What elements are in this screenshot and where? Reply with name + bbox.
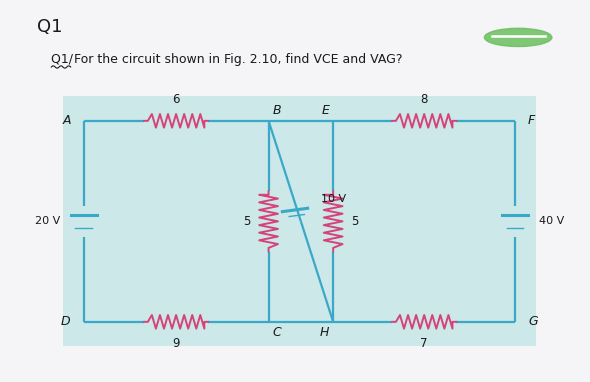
Text: B: B <box>273 104 281 117</box>
Bar <box>63 96 536 346</box>
Text: F: F <box>528 114 535 127</box>
Text: Q1/: Q1/ <box>51 53 77 66</box>
Text: 10 V: 10 V <box>322 194 346 204</box>
Text: A: A <box>62 114 71 127</box>
Text: E: E <box>322 104 329 117</box>
Text: C: C <box>273 326 281 339</box>
Text: 9: 9 <box>172 337 180 350</box>
Text: For the circuit shown in Fig. 2.10, find VCE and VAG?: For the circuit shown in Fig. 2.10, find… <box>74 53 402 66</box>
Text: 6: 6 <box>172 93 180 106</box>
Text: D: D <box>61 315 71 329</box>
Text: 7: 7 <box>421 337 428 350</box>
Ellipse shape <box>484 28 552 47</box>
Text: H: H <box>320 326 329 339</box>
Text: G: G <box>528 315 537 329</box>
Text: 8: 8 <box>421 93 428 106</box>
Text: 5: 5 <box>244 215 251 228</box>
Text: 20 V: 20 V <box>35 216 60 227</box>
Text: Q1: Q1 <box>37 18 62 36</box>
Text: 5: 5 <box>351 215 358 228</box>
Text: 40 V: 40 V <box>539 216 564 227</box>
